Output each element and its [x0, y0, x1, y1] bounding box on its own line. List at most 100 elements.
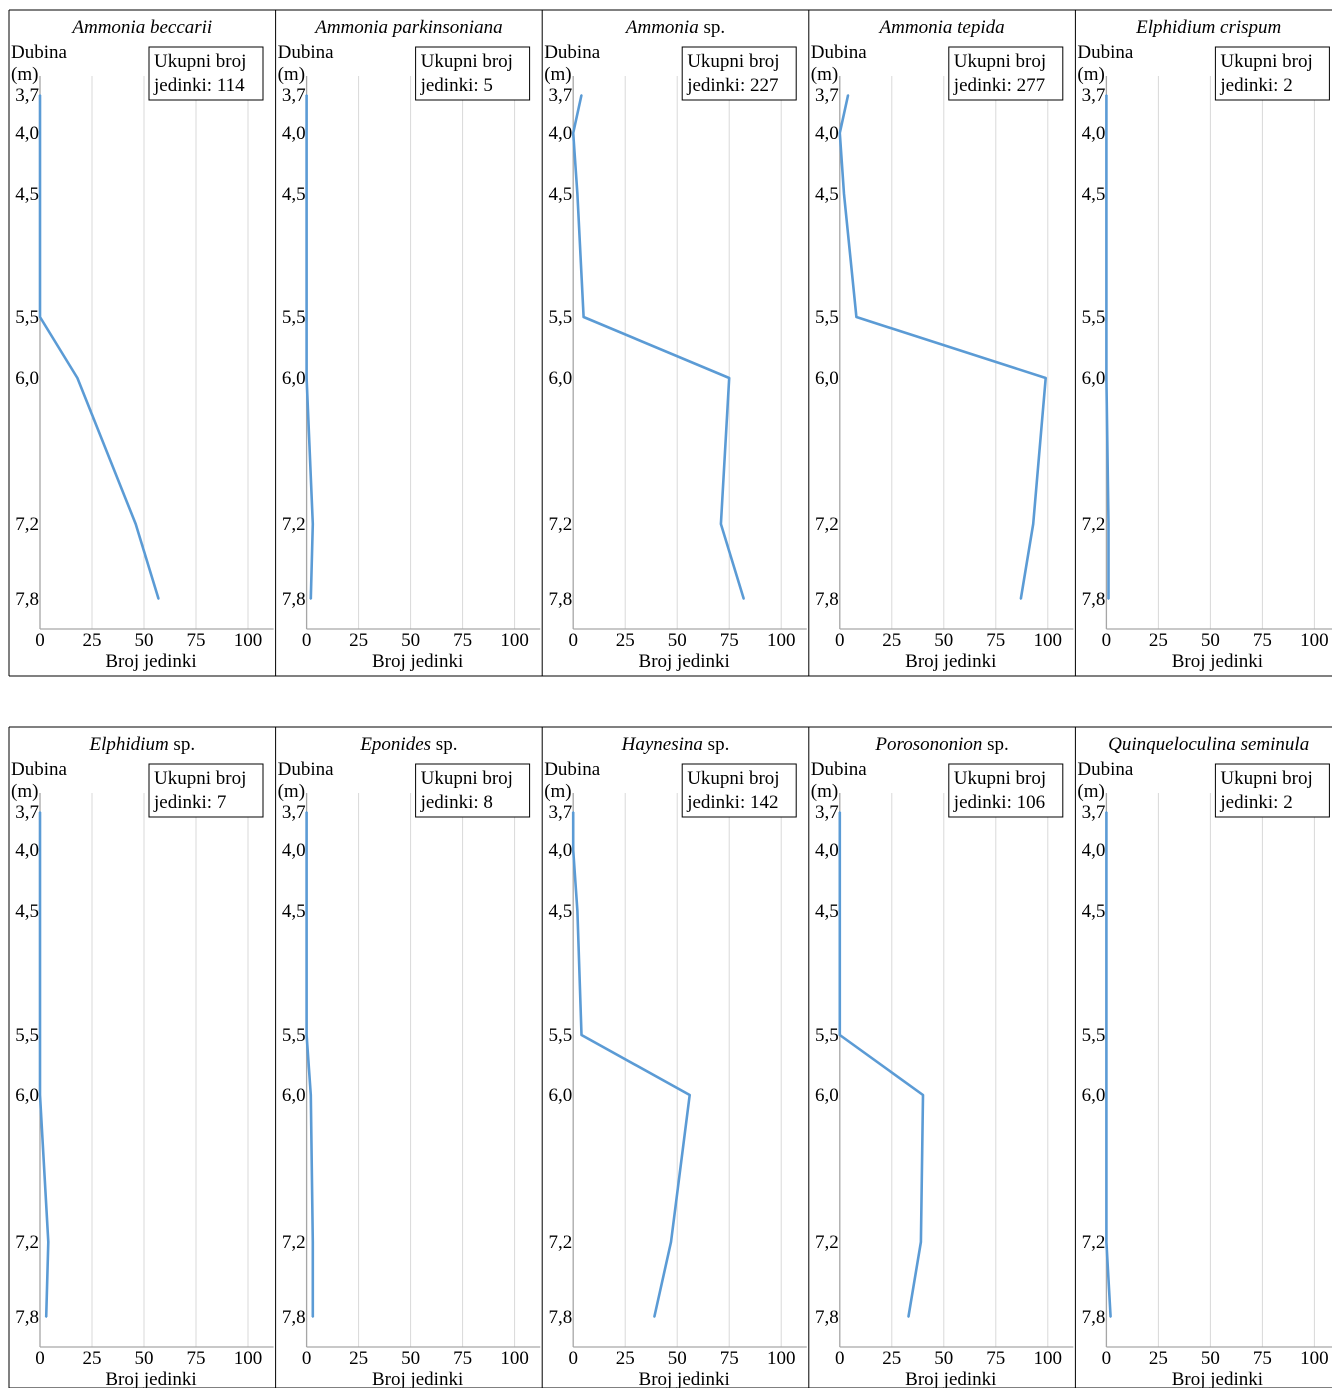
- series-line: [571, 812, 692, 1318]
- x-tick-label: 25: [616, 1348, 635, 1369]
- total-box-count: jedinki: 5: [420, 75, 493, 96]
- y-tick-label: 4,0: [815, 840, 839, 861]
- x-tick-label: 0: [35, 630, 45, 651]
- y-tick-label: 4,0: [1082, 840, 1106, 861]
- data-point: [1109, 1316, 1112, 1318]
- panel-title: Elphidium sp.: [89, 734, 196, 755]
- chart-panel: Ammonia tepida Dubina(m) Ukupni broj jedink…: [811, 17, 1074, 672]
- total-box-label: Ukupni broj: [954, 768, 1046, 789]
- panel-title-italic: Elphidium crispum: [1135, 17, 1281, 38]
- data-point: [688, 1094, 691, 1096]
- y-tick-label: 7,2: [282, 514, 306, 535]
- y-axis-label: Dubina: [1077, 42, 1134, 63]
- data-point: [309, 598, 312, 600]
- data-point: [305, 849, 308, 851]
- y-tick-label: 6,0: [815, 368, 839, 389]
- y-tick-label: 6,0: [282, 368, 306, 389]
- x-axis-label: Broj jedinki: [905, 651, 996, 672]
- total-box-count: jedinki: 7: [153, 792, 226, 813]
- panel-title: Quinqueloculina seminula: [1108, 734, 1309, 755]
- data-point: [653, 1316, 656, 1318]
- data-point: [39, 132, 41, 134]
- x-tick-label: 25: [882, 1348, 901, 1369]
- y-tick-label: 3,7: [548, 802, 572, 823]
- total-box-label: Ukupni broj: [954, 51, 1046, 72]
- y-tick-label: 3,7: [282, 802, 306, 823]
- y-tick-label: 5,5: [548, 307, 572, 328]
- x-axis-label: Broj jedinki: [1172, 651, 1263, 672]
- y-tick-label: 4,0: [282, 123, 306, 144]
- panel-title: Ammonia beccarii: [70, 17, 212, 38]
- x-tick-label: 100: [234, 1348, 263, 1369]
- x-tick-label: 50: [668, 630, 687, 651]
- y-tick-label: 5,5: [1082, 1025, 1106, 1046]
- data-point: [742, 598, 745, 600]
- y-tick-label: 5,5: [815, 1025, 839, 1046]
- total-box-label: Ukupni broj: [1220, 768, 1312, 789]
- y-axis-label-unit: (m): [11, 64, 38, 85]
- data-point: [311, 1241, 314, 1243]
- y-axis-label: Dubina: [11, 42, 68, 63]
- y-tick-label: 4,5: [1082, 901, 1106, 922]
- x-tick-label: 25: [349, 1348, 368, 1369]
- data-point: [39, 193, 41, 195]
- y-tick-label: 6,0: [1082, 368, 1106, 389]
- y-axis-label: Dubina: [278, 42, 335, 63]
- series-line: [38, 95, 160, 600]
- data-point: [1107, 523, 1110, 525]
- total-prefix: jedinki:: [953, 792, 1012, 813]
- x-tick-label: 25: [83, 1348, 102, 1369]
- data-point: [719, 523, 722, 525]
- data-point: [1105, 316, 1108, 318]
- data-point: [580, 94, 583, 96]
- total-box-label: Ukupni broj: [154, 768, 246, 789]
- x-tick-label: 100: [1034, 630, 1063, 651]
- panel-title-plain: sp.: [431, 734, 457, 755]
- series-line: [571, 94, 746, 600]
- x-tick-label: 0: [568, 630, 578, 651]
- total-prefix: jedinki:: [153, 75, 212, 96]
- total-value: 7: [217, 792, 227, 813]
- total-prefix: jedinki:: [1219, 792, 1278, 813]
- x-tick-label: 75: [187, 1348, 206, 1369]
- y-tick-label: 7,8: [282, 589, 306, 610]
- series-line: [38, 812, 50, 1318]
- x-axis-label: Broj jedinki: [1172, 1369, 1263, 1388]
- y-tick-label: 7,8: [548, 589, 572, 610]
- y-tick-label: 4,0: [15, 123, 39, 144]
- y-tick-label: 4,0: [282, 840, 306, 861]
- x-tick-label: 100: [1034, 1348, 1063, 1369]
- panel-title-italic: Elphidium: [89, 734, 169, 755]
- total-value: 227: [750, 75, 779, 96]
- y-tick-label: 4,5: [815, 184, 839, 205]
- total-box: [948, 46, 1064, 101]
- series-line: [838, 812, 925, 1318]
- total-value: 277: [1017, 75, 1046, 96]
- x-tick-label: 0: [835, 630, 845, 651]
- y-tick-label: 5,5: [548, 1025, 572, 1046]
- panel-title-plain: sp.: [699, 17, 725, 38]
- x-tick-label: 0: [835, 1348, 845, 1369]
- x-tick-label: 50: [135, 630, 154, 651]
- y-tick-label: 7,8: [1082, 1307, 1106, 1328]
- chart-panel: Ammonia sp. Dubina(m) Ukupni broj jedinki: …: [544, 17, 807, 672]
- panel-title-plain: sp.: [982, 734, 1008, 755]
- x-tick-label: 75: [720, 1348, 739, 1369]
- chart-panel: Ammonia parkinsoniana Dubina(m) Ukupni bro…: [278, 17, 541, 672]
- y-tick-label: 7,8: [815, 589, 839, 610]
- x-tick-label: 50: [934, 630, 953, 651]
- data-point: [305, 377, 308, 379]
- y-tick-label: 6,0: [15, 368, 39, 389]
- total-box-count: jedinki: 2: [1219, 792, 1292, 813]
- panel-title: Ammonia tepida: [878, 17, 1005, 38]
- y-axis-label: Dubina: [544, 42, 601, 63]
- y-axis-label: Dubina: [811, 759, 868, 780]
- y-tick-label: 5,5: [282, 1025, 306, 1046]
- data-point: [1044, 377, 1047, 379]
- panel-title-italic: Quinqueloculina seminula: [1108, 734, 1309, 755]
- data-point: [309, 1094, 312, 1096]
- panel-title-italic: Eponides: [359, 734, 431, 755]
- x-tick-label: 50: [401, 1348, 420, 1369]
- y-tick-label: 7,2: [1082, 1232, 1106, 1253]
- x-tick-label: 75: [1253, 630, 1272, 651]
